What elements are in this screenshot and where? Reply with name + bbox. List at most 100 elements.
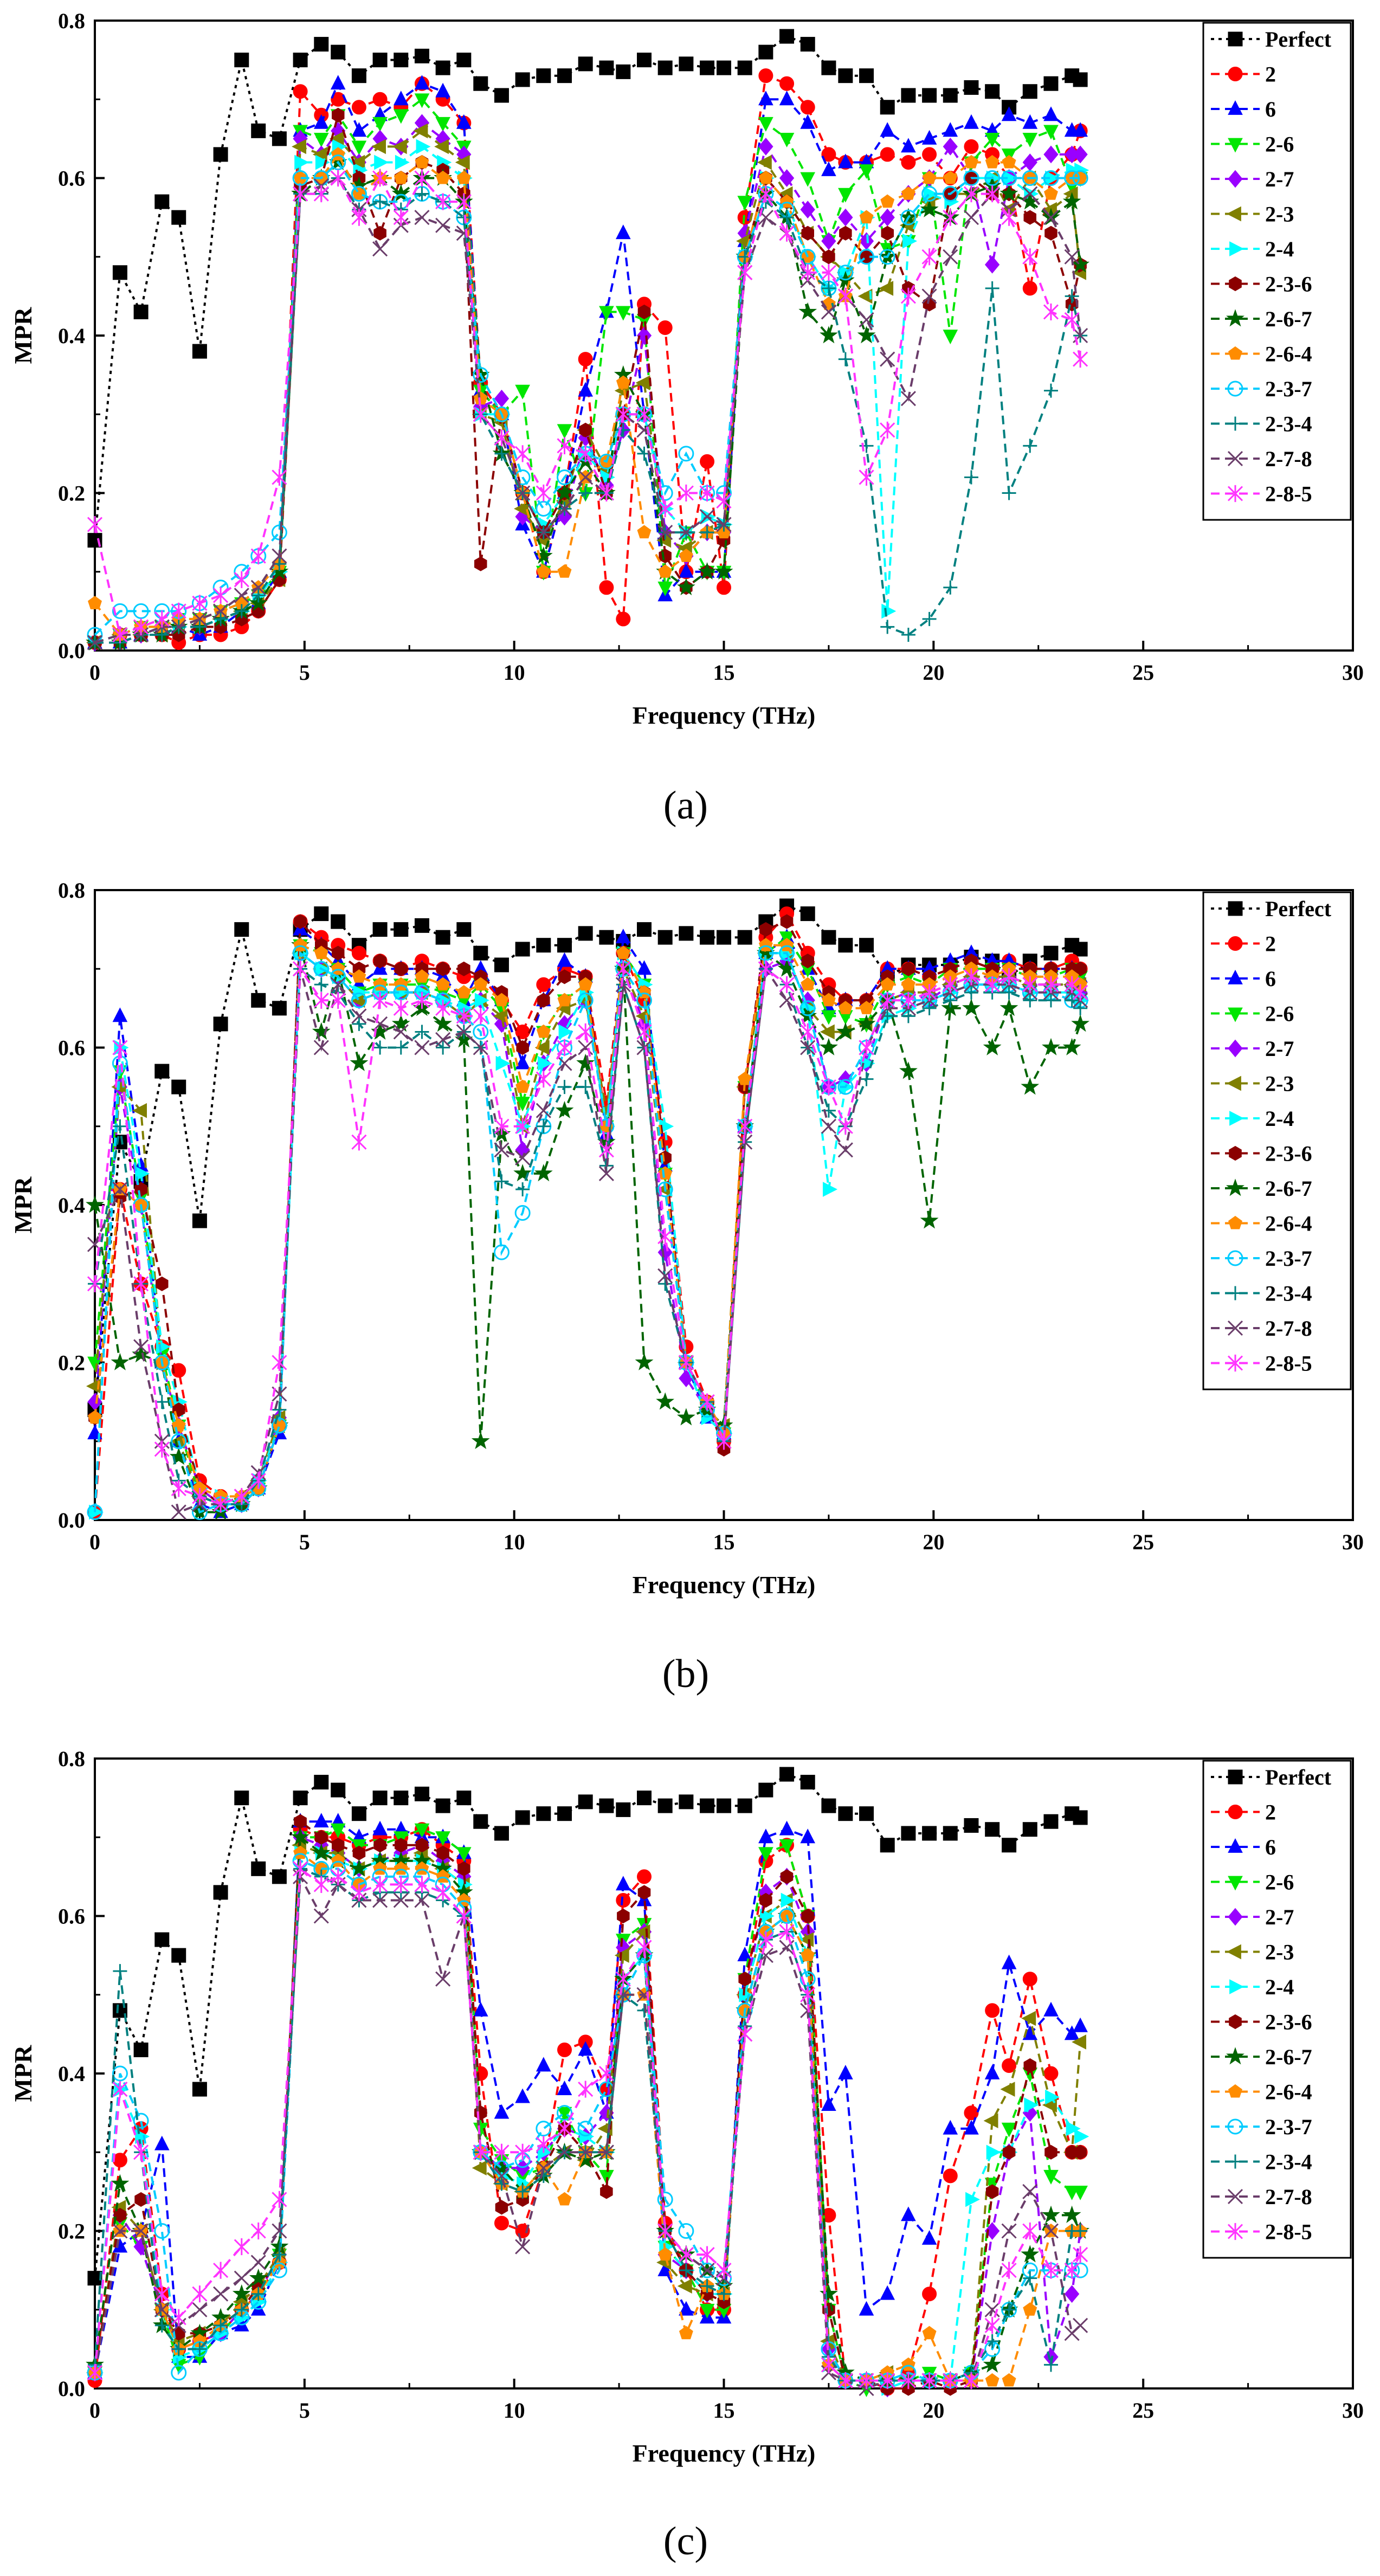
legend-label: 2 (1265, 932, 1276, 956)
data-point-2-8-5 (272, 2191, 287, 2208)
data-point-2-6-7 (1062, 1038, 1081, 1055)
data-point-2-8-5 (330, 169, 346, 187)
data-point-2-7-8 (171, 619, 186, 635)
data-point-6 (838, 153, 853, 169)
data-point-perfect (599, 930, 614, 945)
data-point-2-6-4 (473, 977, 488, 991)
x-tick-label: 20 (923, 660, 944, 685)
data-point-6 (313, 114, 329, 129)
legend-item-2-6-7: 2-6-7 (1211, 2045, 1312, 2069)
data-point-2-8-5 (963, 2372, 979, 2390)
data-point-2-6-4 (880, 977, 895, 991)
data-point-perfect (293, 1791, 308, 1806)
data-point-perfect (1043, 1814, 1059, 1829)
data-point-2-3 (86, 1379, 101, 1394)
legend-label: 2-7 (1265, 1036, 1294, 1061)
data-point-6 (821, 161, 836, 176)
data-point-2-8-5 (171, 2309, 186, 2326)
data-point-2-6-4 (1002, 154, 1016, 169)
data-point-2-7-8 (1043, 2223, 1059, 2239)
data-point-2-7-8 (800, 1040, 816, 1055)
legend-item-2-4: 2-4 (1211, 1106, 1294, 1131)
data-point-2-3-6 (839, 226, 852, 241)
data-point-2-6-4 (436, 170, 450, 184)
data-point-2-6-7 (1071, 1014, 1090, 1032)
legend-marker (1229, 1145, 1242, 1161)
legend-marker (1229, 276, 1242, 292)
data-point-perfect (272, 131, 287, 146)
series-line-2-3-7 (94, 951, 1081, 1514)
data-point-perfect (901, 88, 916, 103)
data-point-2-6-4 (822, 993, 836, 1007)
data-point-2-6-4 (494, 993, 509, 1007)
data-point-2-6 (779, 1839, 795, 1854)
data-point-perfect (800, 906, 815, 922)
data-point-2-6 (599, 2169, 614, 2185)
data-point-6 (1001, 106, 1017, 121)
data-point-2-7-8 (536, 525, 551, 540)
y-tick-label: 0.6 (58, 1904, 85, 1929)
data-point-perfect (616, 64, 631, 79)
data-point-2-3-6 (537, 993, 550, 1008)
data-point-2 (1022, 1972, 1037, 1987)
data-point-2-6-7 (635, 1353, 654, 1370)
data-point-perfect (717, 930, 731, 945)
data-point-2-3-6 (637, 1885, 651, 1900)
legend-marker (1227, 450, 1243, 467)
data-point-2-3-7 (536, 2121, 552, 2137)
data-point-perfect (414, 48, 429, 63)
data-point-2-8-5 (837, 287, 853, 305)
data-point-2-3-4 (943, 580, 958, 595)
data-point-2-3-4 (214, 2318, 228, 2333)
data-point-perfect (557, 68, 572, 83)
data-point-2-6-7 (714, 562, 733, 580)
data-point-2 (657, 320, 673, 335)
data-point-2-8-5 (133, 2143, 149, 2161)
data-point-2-8-5 (1043, 303, 1059, 321)
data-point-2-6 (456, 1847, 472, 1862)
data-point-6 (1043, 2001, 1059, 2017)
data-point-2-8-5 (351, 209, 367, 226)
y-tick-label: 0.2 (58, 2219, 85, 2244)
data-point-perfect (821, 930, 836, 945)
data-point-2-7-8 (515, 2239, 531, 2255)
data-point-2-8-5 (598, 484, 614, 502)
data-point-perfect (637, 922, 652, 937)
data-point-perfect (171, 1079, 186, 1094)
data-point-perfect (657, 930, 673, 945)
data-point-2-8-5 (859, 468, 874, 486)
data-point-2-3-4 (616, 423, 630, 437)
data-point-2-3-4 (943, 993, 958, 1008)
legend-marker (1227, 1354, 1243, 1372)
data-point-2-3-6 (1002, 2144, 1016, 2160)
panel-caption: (a) (663, 783, 708, 828)
data-point-2-3-4 (985, 2334, 999, 2348)
data-point-2-3-6 (637, 304, 651, 319)
data-point-perfect (758, 44, 773, 60)
legend-label: 2-6 (1265, 1002, 1294, 1026)
data-point-6 (456, 114, 472, 129)
data-point-perfect (859, 938, 874, 953)
data-point-2-6 (800, 172, 816, 187)
legend-box (1202, 1760, 1352, 2259)
data-point-2-3-7 (292, 170, 308, 186)
data-point-2-3-7 (1064, 170, 1080, 186)
data-point-2-3 (392, 139, 407, 154)
data-point-2-6-4 (616, 375, 630, 389)
chart-panel-c: 0 5 10 15 20 25 30 0.0 0.2 0.4 0.6 0.8 Frequency (TH… (9, 1747, 1364, 2564)
legend-item-2-3-7: 2-3-7 (1211, 377, 1312, 401)
legend-label: 2-3 (1265, 1072, 1294, 1096)
data-point-2-6 (657, 581, 673, 596)
data-point-2-3-4 (1043, 383, 1058, 398)
data-point-perfect (700, 1798, 715, 1813)
data-point-6 (615, 929, 631, 944)
data-point-2-8-5 (192, 1487, 208, 1505)
legend-item-2-6: 2-6 (1211, 132, 1294, 157)
data-point-perfect (859, 68, 874, 83)
x-axis-label: Frequency (THz) (633, 1571, 816, 1599)
data-point-2-8-5 (578, 445, 594, 462)
data-point-2-3-6 (985, 2184, 999, 2199)
data-point-6 (779, 91, 795, 106)
y-axis-label: MPR (9, 2045, 37, 2102)
data-point-2-7-8 (598, 2144, 614, 2160)
